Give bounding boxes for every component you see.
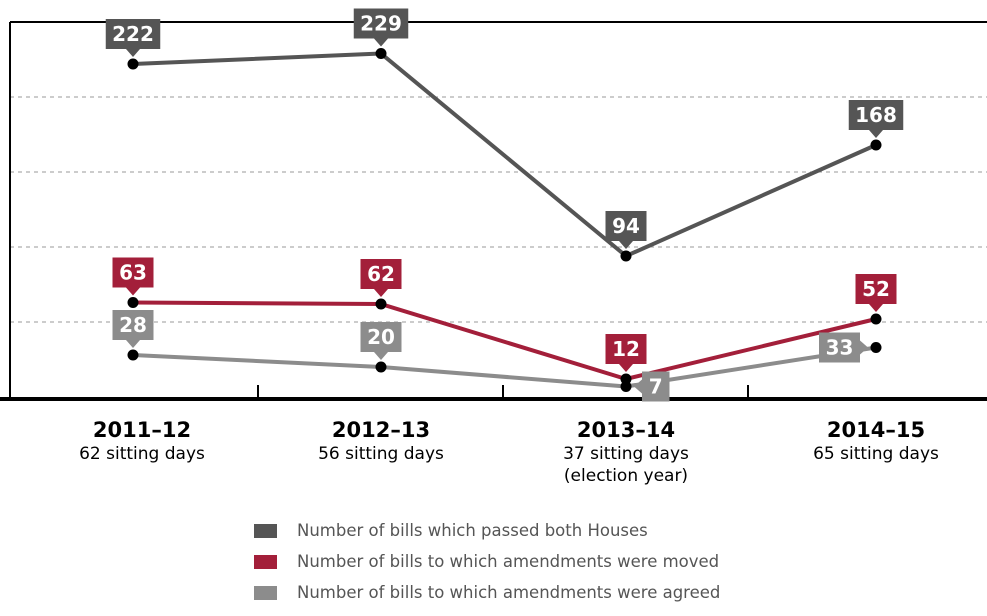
data-point bbox=[127, 58, 139, 70]
legend-item-agreed: Number of bills to which amendments were… bbox=[254, 577, 720, 608]
data-point bbox=[127, 297, 139, 308]
data-label-pointer bbox=[619, 241, 633, 249]
series-lines bbox=[132, 51, 877, 389]
data-label-pointer bbox=[374, 352, 388, 360]
data-label-box bbox=[112, 257, 154, 288]
data-label-box bbox=[105, 19, 161, 49]
data-label: 7 bbox=[649, 375, 663, 399]
legend-swatch bbox=[254, 585, 277, 600]
legend-item-moved: Number of bills to which amendments were… bbox=[254, 546, 720, 577]
data-label-box bbox=[112, 310, 154, 340]
data-label: 52 bbox=[862, 277, 890, 301]
data-label: 33 bbox=[826, 336, 854, 360]
x-category-1: 2012–13 56 sitting days bbox=[271, 417, 491, 465]
x-tick-sublabel: 62 sitting days bbox=[79, 444, 205, 464]
x-category-2: 2013–14 37 sitting days (election year) bbox=[516, 417, 736, 487]
data-label-pointer bbox=[860, 340, 868, 355]
gridlines bbox=[10, 96, 987, 323]
legend: Number of bills which passed both Houses… bbox=[254, 515, 720, 608]
legend-item-passed: Number of bills which passed both Houses bbox=[254, 515, 720, 546]
data-label-box bbox=[848, 100, 904, 130]
data-point bbox=[870, 313, 882, 325]
series-line bbox=[132, 300, 877, 381]
data-label: 222 bbox=[112, 22, 154, 46]
data-label-box bbox=[605, 334, 647, 364]
series-line bbox=[132, 345, 877, 389]
x-tick-label: 2011–12 bbox=[92, 418, 192, 442]
data-label: 62 bbox=[367, 262, 395, 286]
data-label-box bbox=[819, 332, 860, 363]
data-label: 63 bbox=[119, 261, 147, 285]
data-label-pointer bbox=[634, 379, 642, 394]
x-tick-sublabel: 65 sitting days bbox=[813, 444, 939, 464]
data-label: 94 bbox=[612, 214, 640, 238]
data-label: 12 bbox=[612, 337, 640, 361]
data-label-pointer bbox=[869, 304, 883, 312]
data-label-pointer bbox=[374, 38, 388, 47]
x-category-3: 2014–15 65 sitting days bbox=[766, 417, 986, 465]
data-label: 229 bbox=[360, 12, 402, 36]
data-labels: 222 229 94 168 63 62 12 52 28 20 7 33 bbox=[105, 8, 904, 402]
data-point bbox=[375, 48, 387, 59]
x-tick-label: 2013–14 bbox=[576, 418, 676, 442]
x-category-0: 2011–12 62 sitting days bbox=[32, 417, 252, 465]
axes bbox=[0, 21, 987, 401]
data-point bbox=[870, 139, 882, 151]
data-point bbox=[870, 342, 882, 353]
legend-label: Number of bills to which amendments were… bbox=[297, 552, 720, 571]
data-label-box bbox=[353, 8, 409, 39]
data-label-pointer bbox=[619, 364, 633, 372]
data-label: 28 bbox=[119, 313, 147, 337]
x-tick-label: 2012–13 bbox=[331, 418, 431, 442]
data-label-box bbox=[855, 274, 897, 304]
data-point bbox=[127, 349, 139, 361]
data-point bbox=[375, 361, 387, 373]
legend-label: Number of bills which passed both Houses bbox=[297, 521, 648, 540]
series-points bbox=[127, 48, 882, 392]
data-label-pointer bbox=[126, 49, 140, 57]
data-point bbox=[620, 381, 632, 392]
legend-swatch bbox=[254, 523, 277, 538]
series-line bbox=[132, 51, 877, 258]
data-label-box bbox=[360, 259, 402, 289]
data-label-pointer bbox=[374, 289, 388, 297]
data-point bbox=[375, 298, 387, 310]
x-tick-sublabel: 37 sitting days bbox=[563, 444, 689, 464]
x-tick-note: (election year) bbox=[563, 466, 689, 486]
data-label-pointer bbox=[126, 340, 140, 348]
legend-label: Number of bills to which amendments were… bbox=[297, 583, 721, 602]
data-label-box bbox=[642, 371, 670, 402]
data-point bbox=[620, 250, 632, 262]
data-label-box bbox=[605, 211, 647, 241]
x-tick-sublabel: 56 sitting days bbox=[318, 444, 444, 464]
data-label-pointer bbox=[126, 287, 140, 296]
legend-swatch bbox=[254, 554, 277, 569]
data-label: 168 bbox=[855, 103, 897, 127]
data-label-pointer bbox=[869, 130, 883, 138]
data-label-box bbox=[360, 322, 402, 352]
data-label: 20 bbox=[367, 325, 395, 349]
x-tick-label: 2014–15 bbox=[826, 418, 926, 442]
